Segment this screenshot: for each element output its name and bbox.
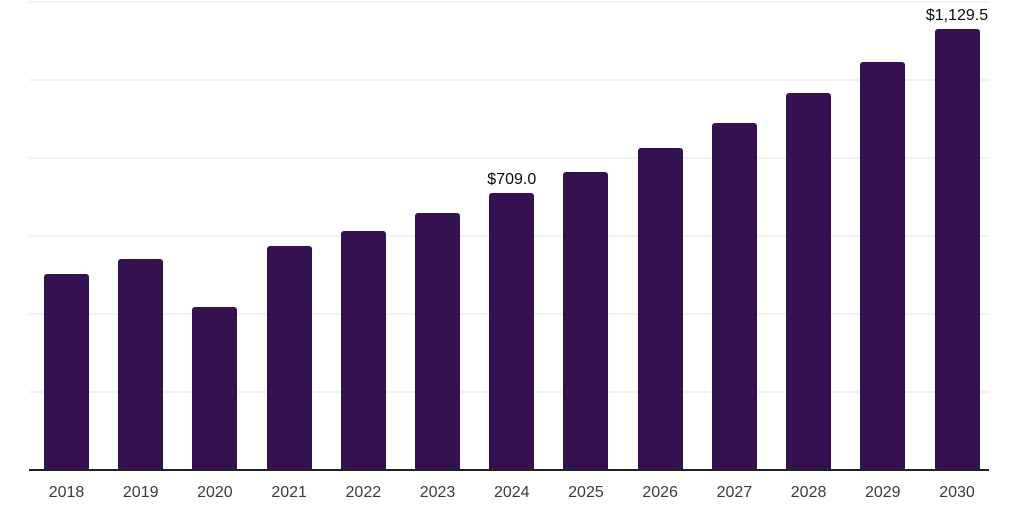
bar-2022 [340,230,386,470]
x-tick-2023: 2023 [419,484,456,501]
bar-2028 [786,93,832,470]
bar-2021 [266,246,312,470]
gridline-1200 [29,1,989,3]
bar-value-label-2024: $709.0 [487,171,537,189]
bar-2020 [192,306,238,470]
x-tick-2028: 2028 [790,484,827,501]
bar-2025 [563,171,609,470]
gridline-1000 [29,79,989,81]
x-tick-2020: 2020 [197,484,233,501]
bar-2029 [860,61,906,470]
x-tick-2027: 2027 [716,484,753,501]
bar-2026 [637,148,683,470]
bar-2023 [415,212,461,470]
x-tick-2018: 2018 [48,484,85,501]
bar-2027 [711,122,757,470]
bar-value-label-2030: $1,129.5 [925,7,989,25]
x-tick-2019: 2019 [122,484,159,501]
bar-2019 [118,259,164,470]
x-tick-2029: 2029 [864,484,901,501]
x-tick-2022: 2022 [345,484,382,501]
x-tick-2021: 2021 [271,484,307,501]
x-tick-2025: 2025 [568,484,604,501]
gridline-800 [29,157,989,159]
x-tick-2024: 2024 [493,484,530,501]
x-axis-line [29,469,989,471]
bar-2030 [934,29,980,470]
x-tick-2030: 2030 [939,484,975,501]
bar-2018 [44,273,89,470]
x-tick-2026: 2026 [642,484,678,501]
bar-2024 [489,193,535,470]
